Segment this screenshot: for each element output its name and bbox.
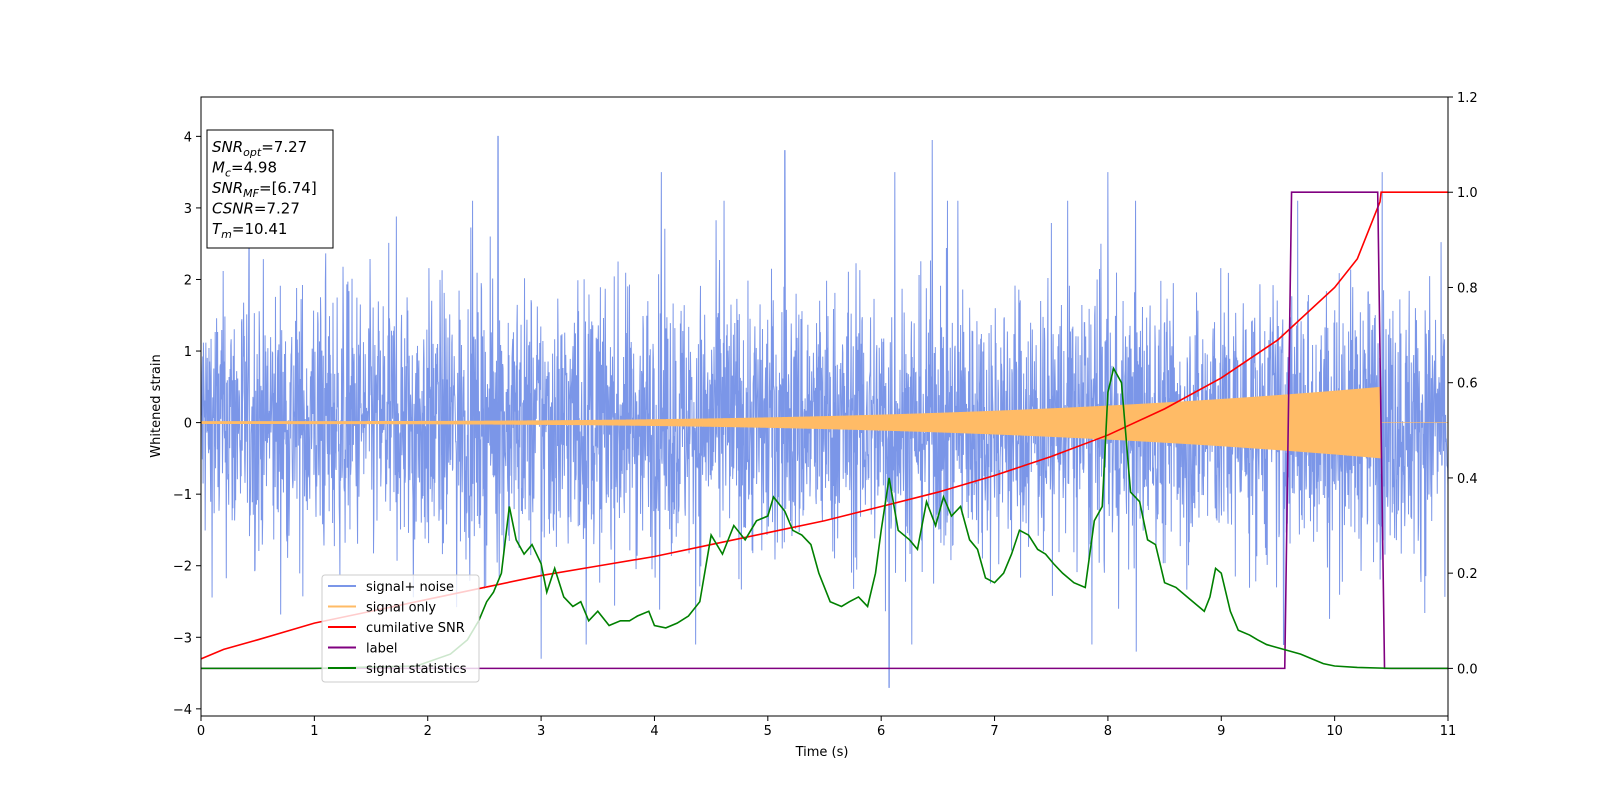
x-tick-label: 9 [1217,724,1225,739]
x-tick-label: 5 [764,724,772,739]
y-axis-label: Whitened strain [149,354,164,457]
y-tick-label: 0 [184,417,192,432]
y2-tick-label: 1.0 [1457,186,1478,201]
series-signal-noise-line [201,135,1448,688]
y-tick-label: 2 [184,273,192,288]
x-tick-label: 10 [1326,724,1343,739]
y2-tick-label: 0.4 [1457,472,1478,487]
x-axis-ticks: 0 1 2 3 4 5 6 7 8 9 10 11 [197,716,1456,739]
y-tick-label: 3 [184,202,192,217]
y2-tick-label: 1.2 [1457,91,1478,106]
y2-tick-label: 0.0 [1457,662,1478,677]
annotation-line: SNRMF=[6.74] [212,179,317,200]
x-tick-label: 11 [1440,724,1457,739]
legend-entry: signal statistics [366,662,467,677]
annotation-line: SNRopt=7.27 [212,138,307,159]
x-tick-label: 8 [1104,724,1112,739]
y-tick-label: 1 [184,345,192,360]
y2-tick-label: 0.6 [1457,377,1478,392]
series-signal-statistics-line [201,366,1448,670]
legend-entry: signal only [366,601,436,616]
x-tick-label: 0 [197,724,205,739]
legend-entry: signal+ noise [366,580,454,595]
plot-frame [200,96,1449,717]
series-signal-only-line [201,386,1448,459]
x-tick-label: 2 [424,724,432,739]
y2-tick-label: 0.2 [1457,567,1478,582]
x-tick-label: 1 [310,724,318,739]
y-axis-ticks: 4 3 2 1 0 −1 −2 −3 −4 [173,130,201,718]
legend: signal+ noise signal only cumilative SNR la… [321,574,480,683]
x-tick-label: 6 [877,724,885,739]
legend-entry: cumilative SNR [366,621,465,636]
x-axis-label: Time (s) [795,745,849,760]
y2-tick-label: 0.8 [1457,281,1478,296]
x-tick-label: 7 [990,724,998,739]
y-tick-label: 4 [184,130,192,145]
annotation-line: Tm=10.41 [212,220,287,241]
y2-axis-ticks: 1.2 1.0 0.8 0.6 0.4 0.2 0.0 [1448,91,1478,677]
annotation-line: Mc=4.98 [212,159,277,180]
x-tick-label: 3 [537,724,545,739]
x-tick-label: 4 [650,724,658,739]
y-tick-label: −1 [173,488,192,503]
y-tick-label: −2 [173,560,192,575]
y-tick-label: −3 [173,631,192,646]
annotation-line: CSNR=7.27 [212,200,300,218]
y-tick-label: −4 [173,703,192,718]
legend-entry: label [366,642,397,657]
